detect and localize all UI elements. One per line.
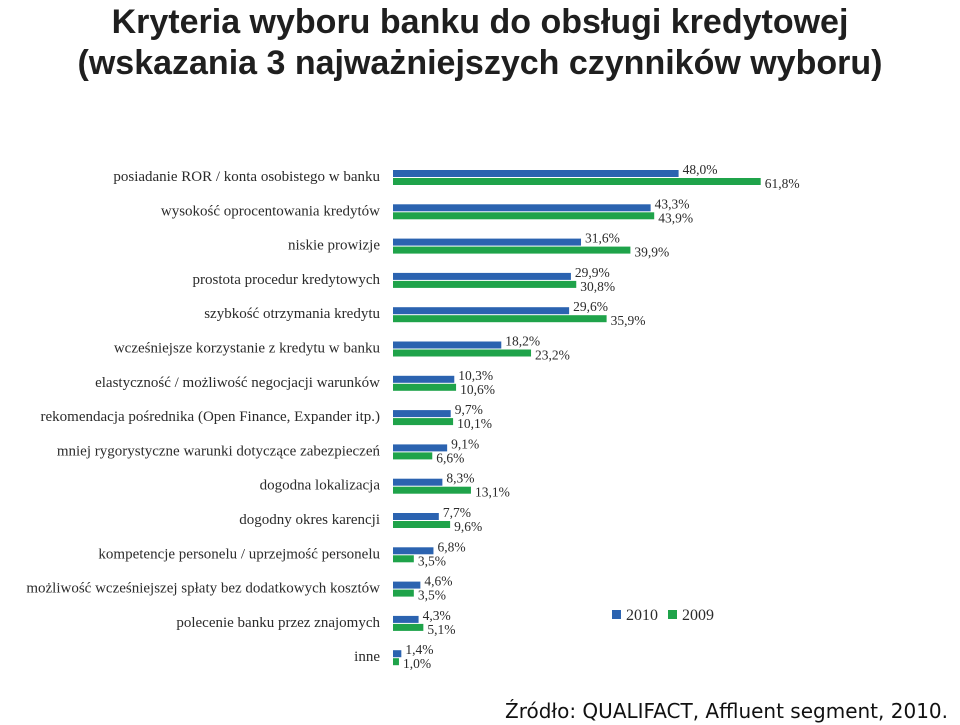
legend-swatch-2009 xyxy=(668,610,677,619)
bar-2010 xyxy=(393,478,443,486)
category-labels: posiadanie ROR / konta osobistego w bank… xyxy=(26,169,380,665)
value-label-2009: 3,5% xyxy=(418,553,446,568)
category-label: elastyczność / możliwość negocjacji waru… xyxy=(95,375,380,391)
value-label-2009: 30,8% xyxy=(580,279,615,294)
category-label: dogodny okres karencji xyxy=(239,512,380,528)
category-label: wysokość oprocentowania kredytów xyxy=(161,203,380,219)
bar-2010 xyxy=(393,513,439,520)
chart-title-line-2: (wskazania 3 najważniejszych czynników w… xyxy=(77,44,883,82)
legend-label-2009: 2009 xyxy=(682,607,714,624)
category-label: możliwość wcześniejszej spłaty bez dodat… xyxy=(26,581,380,597)
category-label: wcześniejsze korzystanie z kredytu w ban… xyxy=(114,341,381,357)
value-label-2009: 43,9% xyxy=(658,210,693,225)
value-label-2010: 29,6% xyxy=(573,299,608,314)
value-label-2010: 8,3% xyxy=(446,471,474,486)
bar-2010 xyxy=(393,341,502,349)
chart-title: Kryteria wyboru banku do obsługi kredyto… xyxy=(0,2,960,84)
bar-2009 xyxy=(393,383,457,391)
value-label-2009: 61,8% xyxy=(765,176,800,191)
category-label: prostota procedur kredytowych xyxy=(193,272,381,288)
value-label-2009: 10,6% xyxy=(460,382,495,397)
bar-2010 xyxy=(393,272,571,280)
value-label-2009: 5,1% xyxy=(427,622,455,637)
value-label-2010: 1,4% xyxy=(405,642,433,657)
bar-2010 xyxy=(393,650,402,658)
value-label-2010: 9,1% xyxy=(451,436,479,451)
bar-2010 xyxy=(393,238,582,246)
bar-2010 xyxy=(393,581,421,589)
bar-2009 xyxy=(393,315,607,323)
bar-2009 xyxy=(393,349,532,357)
bar-2010 xyxy=(393,307,570,315)
value-label-2009: 35,9% xyxy=(611,313,646,328)
bar-2009 xyxy=(393,555,414,563)
value-label-2010: 43,3% xyxy=(655,196,690,211)
value-labels: 48,0% 61,8% 43,3%43,9% 31,6% 39,9% 29,9%30,8%… xyxy=(403,162,800,671)
category-label: rekomendacja pośrednika (Open Finance, E… xyxy=(41,409,380,425)
bar-2010 xyxy=(393,204,651,212)
value-label-2010: 4,3% xyxy=(423,608,451,623)
category-label: polecenie banku przez znajomych xyxy=(176,615,380,631)
category-label: dogodna lokalizacja xyxy=(260,478,381,494)
value-label-2010: 29,9% xyxy=(575,265,610,280)
value-label-2009: 23,2% xyxy=(535,348,570,363)
category-label: mniej rygorystyczne warunki dotyczące za… xyxy=(57,443,381,459)
category-label: kompetencje personelu / uprzejmość perso… xyxy=(98,546,380,562)
bar-2009 xyxy=(393,521,451,528)
bar-2009 xyxy=(393,178,761,185)
value-label-2009: 10,1% xyxy=(457,416,492,431)
bar-2009 xyxy=(393,452,433,460)
bar-2009 xyxy=(393,246,631,254)
category-label: szybkość otrzymania kredytu xyxy=(204,306,380,322)
bar-2009 xyxy=(393,589,414,597)
bar-2009 xyxy=(393,280,577,288)
value-label-2010: 10,3% xyxy=(458,368,493,383)
value-label-2010: 7,7% xyxy=(443,505,471,520)
bar-2009 xyxy=(393,623,424,631)
category-label: inne xyxy=(354,649,380,665)
value-label-2009: 3,5% xyxy=(418,588,446,603)
bar-2010 xyxy=(393,410,451,418)
bar-2010 xyxy=(393,547,434,555)
bar-2009 xyxy=(393,212,655,220)
legend: 2010 2009 xyxy=(612,607,714,624)
legend-label-2010: 2010 xyxy=(626,607,658,624)
category-label: niskie prowizje xyxy=(288,238,380,254)
value-label-2010: 4,6% xyxy=(424,574,452,589)
legend-swatch-2010 xyxy=(612,610,621,619)
bar-2010 xyxy=(393,170,679,177)
bar-2009 xyxy=(393,418,454,426)
value-label-2010: 9,7% xyxy=(455,402,483,417)
source-note: Źródło: QUALIFACT, Affluent segment, 201… xyxy=(505,699,948,723)
bar-2010 xyxy=(393,375,455,383)
value-label-2010: 18,2% xyxy=(505,334,540,349)
bar-2009 xyxy=(393,486,471,494)
value-label-2009: 1,0% xyxy=(403,656,431,671)
value-label-2009: 13,1% xyxy=(475,485,510,500)
value-label-2009: 6,6% xyxy=(436,450,464,465)
bar-2009 xyxy=(393,658,399,666)
value-label-2010: 31,6% xyxy=(585,231,620,246)
bar-2010 xyxy=(393,615,419,623)
category-label: posiadanie ROR / konta osobistego w bank… xyxy=(113,169,380,185)
chart-title-line-1: Kryteria wyboru banku do obsługi kredyto… xyxy=(111,3,849,41)
value-label-2010: 48,0% xyxy=(683,162,718,177)
bar-2010 xyxy=(393,444,448,452)
bars xyxy=(393,170,761,666)
value-label-2009: 39,9% xyxy=(634,245,669,260)
value-label-2010: 6,8% xyxy=(437,539,465,554)
value-label-2009: 9,6% xyxy=(454,519,482,534)
